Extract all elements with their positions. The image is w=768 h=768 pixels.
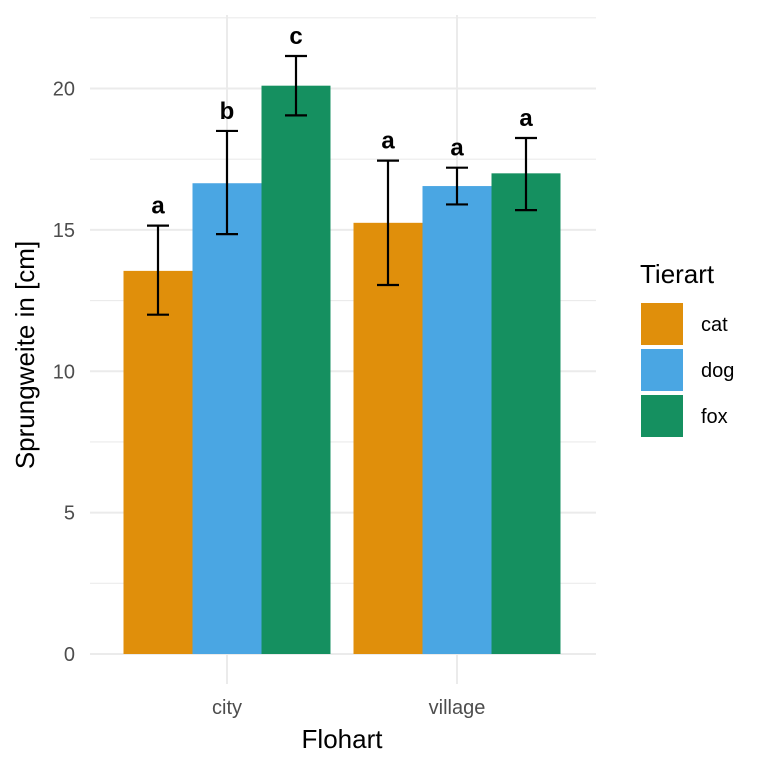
significance-letter: a [450,135,464,162]
error-bar-dog-village [446,166,468,206]
error-bar-cat-village [377,159,399,287]
error-bars [147,54,537,316]
significance-letter: b [220,98,235,125]
legend-label: dog [701,360,734,382]
legend: Tierart cat dog fox [640,259,734,437]
error-bar-cat-city [147,224,169,316]
bar-cat-city [123,270,193,654]
error-bar-dog-city [216,129,238,236]
significance-letters: a a b a c a [151,23,533,220]
legend-item-dog: dog [641,349,734,391]
bar-fox-city [261,85,331,654]
y-tick-label: 10 [53,361,75,383]
y-axis-label: Sprungweite in [cm] [10,241,40,469]
legend-title: Tierart [640,259,715,289]
significance-letter: a [151,193,165,220]
significance-letter: a [381,128,395,155]
bar-dog-village [422,186,492,654]
significance-letter: c [289,23,302,50]
y-tick-label: 5 [64,503,75,525]
x-tick-labels: city village [212,697,485,719]
bar-cat-village [353,222,423,654]
y-tick-labels: 0 5 10 15 20 [53,79,75,666]
y-tick-label: 15 [53,220,75,242]
y-tick-label: 20 [53,79,75,101]
x-axis-label: Flohart [302,724,384,754]
legend-item-fox: fox [641,395,728,437]
x-tick-label: village [429,697,486,719]
error-bar-fox-village [515,136,537,212]
bar-dog-city [192,183,262,654]
significance-letter: a [519,105,533,132]
x-tick-label: city [212,697,242,719]
error-bar-fox-city [285,54,307,117]
bars [123,85,561,654]
legend-label: fox [701,406,728,428]
y-tick-label: 0 [64,644,75,666]
legend-label: cat [701,314,728,336]
legend-swatch [641,349,683,391]
bar-fox-village [491,173,561,654]
legend-swatch [641,395,683,437]
legend-swatch [641,303,683,345]
legend-item-cat: cat [641,303,728,345]
